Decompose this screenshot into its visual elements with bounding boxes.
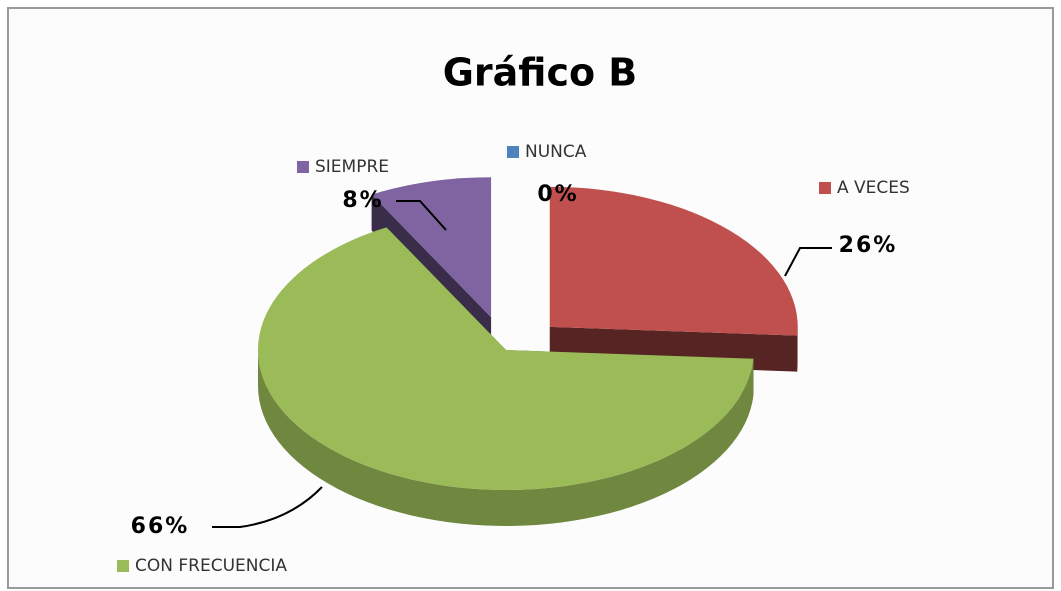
leader-line (212, 486, 323, 528)
chart-title: Gráfico B (443, 51, 638, 95)
legend-label: SIEMPRE (315, 157, 389, 177)
leader-line (784, 247, 832, 277)
legend-swatch (297, 161, 309, 173)
slice-side (258, 350, 754, 526)
legend-swatch (117, 560, 129, 572)
value-label: 26% (839, 233, 898, 258)
value-label: 66% (131, 514, 190, 539)
legend-label: NUNCA (525, 142, 587, 162)
legend-swatch (819, 182, 831, 194)
legend-label: CON FRECUENCIA (135, 556, 287, 576)
value-label: 0% (537, 182, 578, 207)
slice (258, 227, 754, 526)
labels: NUNCA 0% A VECES 26% CON FRECUENCIA 66% SIEMPR… (117, 142, 910, 576)
slice-top (549, 186, 798, 336)
leader-line (396, 200, 447, 231)
value-label: 8% (342, 188, 383, 213)
slice-top (371, 177, 492, 318)
legend-label: A VECES (837, 178, 910, 198)
pie (258, 177, 798, 526)
slice-top (258, 227, 754, 490)
legend-swatch (507, 146, 519, 158)
